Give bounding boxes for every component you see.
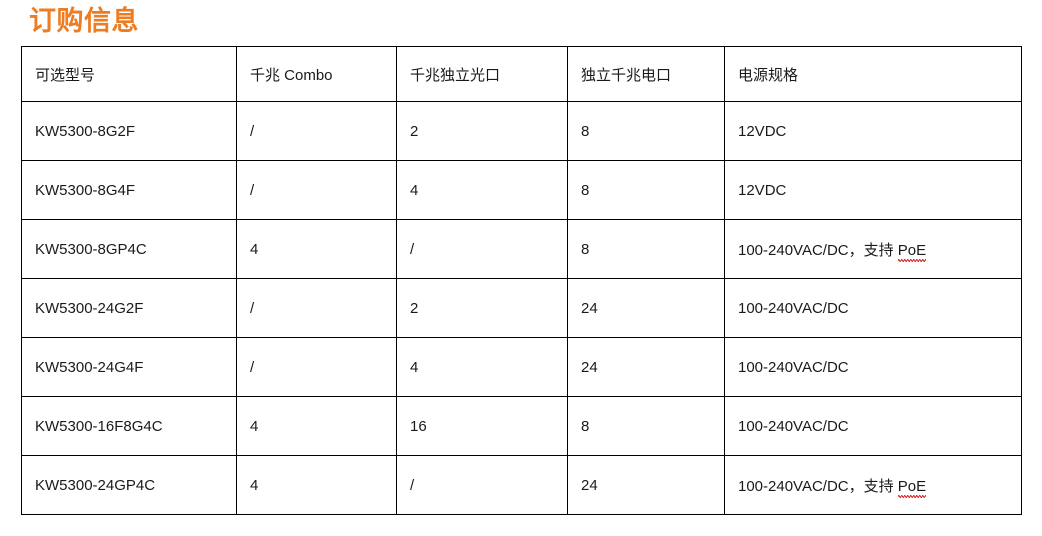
cell-gigabit-fiber-text: /: [410, 476, 415, 494]
cell-gigabit-fiber-text: 4: [410, 181, 419, 199]
cell-gigabit-copper-text: 24: [581, 299, 598, 317]
cell-gigabit-combo-text: /: [250, 122, 255, 140]
cell-gigabit-fiber: 4: [396, 337, 568, 397]
cell-gigabit-combo: /: [236, 278, 397, 338]
table-row: KW5300-16F8G4C 4 16 8 100-240VAC/DC: [21, 396, 1022, 456]
column-header-model: 可选型号: [21, 46, 237, 102]
table-row: KW5300-24G2F / 2 24 100-240VAC/DC: [21, 278, 1022, 338]
cell-power-spec-text: 100-240VAC/DC: [738, 417, 849, 435]
cell-gigabit-combo-text: /: [250, 181, 255, 199]
cell-gigabit-combo-text: /: [250, 358, 255, 376]
cell-gigabit-combo: /: [236, 337, 397, 397]
table-row: KW5300-8G4F / 4 8 12VDC: [21, 160, 1022, 220]
cell-model-text: KW5300-8G4F: [35, 181, 136, 199]
cell-power-spec-poe-text: PoE: [897, 477, 927, 498]
table-row: KW5300-24GP4C 4 / 24 100-240VAC/DC，支持 Po…: [21, 455, 1022, 515]
cell-model-text: KW5300-8GP4C: [35, 240, 147, 258]
cell-gigabit-copper: 8: [567, 396, 725, 456]
cell-power-spec: 100-240VAC/DC，支持 PoE: [724, 455, 1022, 515]
cell-gigabit-copper-text: 8: [581, 417, 590, 435]
cell-gigabit-fiber: /: [396, 455, 568, 515]
cell-model: KW5300-8GP4C: [21, 219, 237, 279]
cell-gigabit-fiber-text: /: [410, 240, 415, 258]
cell-gigabit-fiber-text: 4: [410, 358, 419, 376]
cell-power-spec-text: 100-240VAC/DC: [738, 358, 849, 376]
cell-power-spec-text: 12VDC: [738, 122, 787, 140]
cell-power-spec-text: 100-240VAC/DC，支持: [738, 477, 898, 495]
cell-gigabit-combo: /: [236, 160, 397, 220]
column-header-gigabit-fiber-label: 千兆独立光口: [410, 66, 501, 84]
column-header-gigabit-combo-label: 千兆 Combo: [250, 66, 333, 84]
cell-power-spec-text: 100-240VAC/DC: [738, 299, 849, 317]
cell-model-text: KW5300-16F8G4C: [35, 417, 163, 435]
cell-model: KW5300-24GP4C: [21, 455, 237, 515]
cell-model: KW5300-24G2F: [21, 278, 237, 338]
cell-gigabit-combo-text: 4: [250, 417, 259, 435]
cell-power-spec: 12VDC: [724, 101, 1022, 161]
table-body: KW5300-8G2F / 2 8 12VDC KW5300-8G4F / 4 …: [21, 101, 1022, 515]
cell-gigabit-fiber: 2: [396, 278, 568, 338]
cell-gigabit-copper: 24: [567, 455, 725, 515]
table-header-row: 可选型号 千兆 Combo 千兆独立光口 独立千兆电口 电源规格: [21, 46, 1022, 102]
cell-model-text: KW5300-24G2F: [35, 299, 144, 317]
cell-gigabit-combo-text: /: [250, 299, 255, 317]
cell-gigabit-fiber: 16: [396, 396, 568, 456]
cell-power-spec-text: 12VDC: [738, 181, 787, 199]
column-header-gigabit-copper-label: 独立千兆电口: [581, 66, 672, 84]
cell-gigabit-copper: 8: [567, 101, 725, 161]
ordering-information-table: 可选型号 千兆 Combo 千兆独立光口 独立千兆电口 电源规格 KW5300-…: [21, 46, 1022, 515]
cell-model-text: KW5300-8G2F: [35, 122, 136, 140]
cell-power-spec: 12VDC: [724, 160, 1022, 220]
cell-gigabit-combo: 4: [236, 396, 397, 456]
cell-gigabit-combo-text: 4: [250, 476, 259, 494]
cell-gigabit-fiber: /: [396, 219, 568, 279]
table-row: KW5300-24G4F / 4 24 100-240VAC/DC: [21, 337, 1022, 397]
cell-gigabit-copper-text: 8: [581, 240, 590, 258]
cell-gigabit-fiber-text: 2: [410, 122, 419, 140]
table-header: 可选型号 千兆 Combo 千兆独立光口 独立千兆电口 电源规格: [21, 46, 1022, 102]
cell-gigabit-fiber: 4: [396, 160, 568, 220]
cell-gigabit-combo: 4: [236, 455, 397, 515]
column-header-gigabit-copper: 独立千兆电口: [567, 46, 725, 102]
cell-gigabit-fiber-text: 16: [410, 417, 427, 435]
cell-model-text: KW5300-24GP4C: [35, 476, 156, 494]
cell-gigabit-copper-text: 8: [581, 122, 590, 140]
cell-power-spec: 100-240VAC/DC: [724, 337, 1022, 397]
page-title: 订购信息: [29, 6, 139, 36]
cell-model: KW5300-8G2F: [21, 101, 237, 161]
cell-power-spec: 100-240VAC/DC: [724, 396, 1022, 456]
cell-gigabit-combo: 4: [236, 219, 397, 279]
column-header-model-label: 可选型号: [35, 66, 96, 84]
cell-gigabit-fiber-text: 2: [410, 299, 419, 317]
cell-gigabit-copper: 24: [567, 278, 725, 338]
cell-gigabit-copper: 8: [567, 160, 725, 220]
cell-model: KW5300-16F8G4C: [21, 396, 237, 456]
cell-gigabit-copper: 24: [567, 337, 725, 397]
cell-power-spec-poe-text: PoE: [897, 241, 927, 262]
cell-gigabit-combo: /: [236, 101, 397, 161]
cell-gigabit-copper-text: 24: [581, 476, 598, 494]
cell-gigabit-copper-text: 24: [581, 358, 598, 376]
cell-model: KW5300-24G4F: [21, 337, 237, 397]
column-header-gigabit-combo: 千兆 Combo: [236, 46, 397, 102]
cell-gigabit-copper: 8: [567, 219, 725, 279]
cell-gigabit-fiber: 2: [396, 101, 568, 161]
table-row: KW5300-8GP4C 4 / 8 100-240VAC/DC，支持 PoE: [21, 219, 1022, 279]
cell-model-text: KW5300-24G4F: [35, 358, 144, 376]
column-header-power-spec: 电源规格: [724, 46, 1022, 102]
column-header-power-spec-label: 电源规格: [738, 66, 799, 84]
column-header-gigabit-fiber: 千兆独立光口: [396, 46, 568, 102]
table-row: KW5300-8G2F / 2 8 12VDC: [21, 101, 1022, 161]
cell-power-spec: 100-240VAC/DC: [724, 278, 1022, 338]
cell-power-spec-text: 100-240VAC/DC，支持: [738, 241, 898, 259]
cell-gigabit-copper-text: 8: [581, 181, 590, 199]
cell-gigabit-combo-text: 4: [250, 240, 259, 258]
cell-model: KW5300-8G4F: [21, 160, 237, 220]
cell-power-spec: 100-240VAC/DC，支持 PoE: [724, 219, 1022, 279]
